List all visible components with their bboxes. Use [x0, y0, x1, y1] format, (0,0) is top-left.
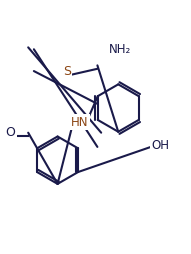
Text: S: S	[63, 65, 71, 78]
Text: HN: HN	[71, 116, 88, 129]
Text: NH₂: NH₂	[109, 43, 131, 56]
Text: OH: OH	[151, 139, 169, 152]
Text: O: O	[5, 126, 15, 139]
